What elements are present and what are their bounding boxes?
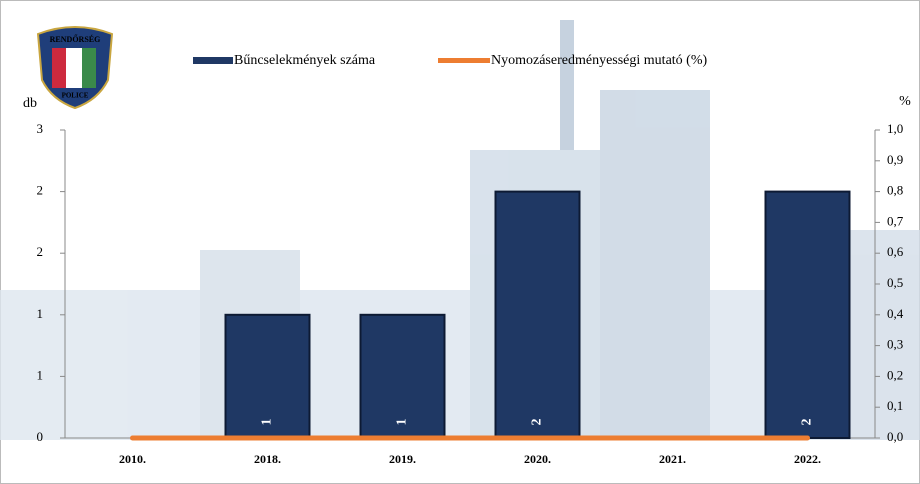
data-label: 1 — [395, 419, 410, 426]
logo-top-text: RENDŐRSÉG — [50, 34, 101, 44]
y-axis-label: db — [23, 96, 37, 111]
y2-tick-label: 0,3 — [887, 337, 903, 352]
y2-tick-label: 0,6 — [887, 244, 904, 259]
bar — [359, 313, 446, 439]
y-tick-label: 1 — [37, 306, 44, 321]
bar — [224, 313, 311, 439]
data-label: 2 — [800, 419, 815, 426]
legend-swatch — [193, 57, 233, 64]
y-tick-label: 3 — [37, 121, 44, 136]
x-tick-label: 2018. — [254, 452, 281, 466]
logo-bottom-text: POLICE — [62, 92, 89, 100]
y-tick-label: 2 — [37, 244, 44, 259]
legend: Bűncselekmények száma Nyomozáseredményes… — [193, 53, 707, 68]
y-tick-label: 1 — [37, 367, 44, 382]
logo: RENDŐRSÉG POLICE — [36, 26, 114, 110]
legend-swatch — [438, 58, 490, 63]
y2-tick-label: 0,1 — [887, 398, 903, 413]
legend-label: Nyomozáseredményességi mutató (%) — [491, 53, 707, 68]
x-tick-label: 2010. — [119, 452, 146, 466]
y2-tick-label: 0,2 — [887, 367, 903, 382]
x-tick-label: 2019. — [389, 452, 416, 466]
data-label: 1 — [260, 419, 275, 426]
legend-label: Bűncselekmények száma — [234, 53, 376, 68]
y2-tick-label: 0,8 — [887, 183, 903, 198]
x-tick-label: 2022. — [794, 452, 821, 466]
x-tick-label: 2020. — [524, 452, 551, 466]
y2-tick-label: 0,9 — [887, 152, 903, 167]
y2-tick-label: 0,4 — [887, 306, 904, 321]
y2-axis-label: % — [899, 94, 911, 109]
y-tick-label: 0 — [37, 429, 44, 444]
bar — [494, 190, 581, 439]
data-label: 2 — [530, 419, 545, 426]
y2-tick-label: 0,7 — [887, 213, 904, 228]
bar — [764, 190, 851, 439]
y2-tick-label: 0,5 — [887, 275, 903, 290]
y2-tick-label: 0,0 — [887, 429, 903, 444]
background-building — [0, 20, 920, 440]
x-tick-label: 2021. — [659, 452, 686, 466]
y-tick-label: 2 — [37, 183, 44, 198]
y2-tick-label: 1,0 — [887, 121, 903, 136]
